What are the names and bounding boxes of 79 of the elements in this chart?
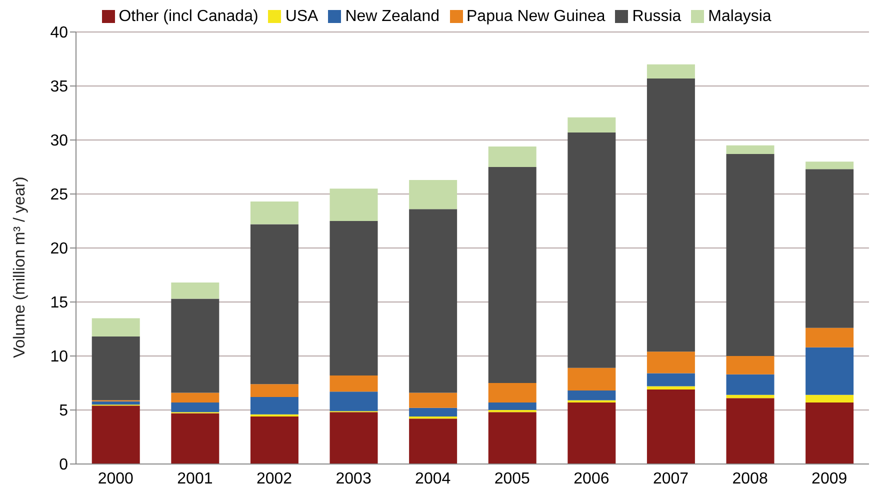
bar	[646, 352, 695, 374]
bar	[171, 392, 220, 402]
bar	[646, 78, 695, 352]
legend-label: Papua New Guinea	[466, 8, 606, 25]
bar	[409, 408, 458, 416]
bar	[568, 132, 616, 368]
bar	[250, 397, 298, 414]
bar	[409, 392, 458, 408]
bar	[726, 145, 774, 154]
bar	[92, 406, 140, 464]
x-tick-label: 2008	[732, 470, 768, 488]
bar	[568, 390, 616, 400]
x-tick-label: 2009	[812, 470, 848, 488]
bar	[250, 416, 298, 464]
bar	[806, 347, 854, 395]
bar	[646, 386, 695, 390]
bar	[409, 209, 458, 393]
bar	[330, 412, 378, 464]
bar	[409, 416, 458, 419]
bar	[171, 298, 220, 393]
y-tick-label: 30	[50, 132, 68, 150]
y-tick-label: 20	[50, 240, 68, 258]
legend-label: Malaysia	[708, 8, 772, 25]
bar	[726, 356, 774, 374]
bar	[646, 373, 695, 386]
legend-label: Other (incl Canada)	[118, 8, 258, 25]
y-tick-label: 25	[50, 186, 68, 204]
x-tick-label: 2006	[574, 470, 610, 488]
bar	[330, 392, 378, 412]
bar	[250, 384, 298, 398]
bar	[488, 167, 536, 383]
x-tick-label: 2000	[98, 470, 134, 488]
bar	[806, 394, 854, 402]
bar	[250, 202, 298, 224]
bar	[330, 188, 378, 221]
bar	[330, 375, 378, 392]
bar	[488, 412, 536, 464]
bar	[330, 221, 378, 376]
bar	[806, 162, 854, 170]
bar	[806, 402, 854, 464]
x-tick-label: 2002	[256, 470, 292, 488]
bar	[726, 154, 774, 356]
bar	[646, 389, 695, 464]
bar	[250, 224, 298, 384]
y-tick-label: 10	[50, 348, 68, 366]
bar	[726, 394, 774, 398]
bar	[806, 328, 854, 348]
bar	[726, 398, 774, 464]
bar	[171, 413, 220, 464]
bar	[171, 282, 220, 299]
bar	[409, 418, 458, 464]
bar	[171, 402, 220, 412]
bar	[409, 180, 458, 210]
bar	[806, 169, 854, 328]
x-tick-label: 2004	[415, 470, 451, 488]
bar	[92, 336, 140, 400]
x-tick-label: 2003	[336, 470, 372, 488]
bar	[488, 146, 536, 167]
y-axis-title: Volume (million m³ / year)	[12, 176, 29, 358]
y-tick-label: 40	[50, 24, 68, 42]
legend-label: New Zealand	[345, 8, 440, 25]
bar	[568, 117, 616, 132]
bar	[92, 318, 140, 337]
x-tick-label: 2001	[177, 470, 213, 488]
legend-label: Russia	[632, 8, 682, 25]
bar	[488, 383, 536, 402]
bar	[726, 374, 774, 395]
legend-label: USA	[285, 8, 318, 25]
y-tick-label: 15	[50, 294, 68, 312]
bar	[92, 401, 140, 405]
bar	[646, 64, 695, 78]
bar	[568, 368, 616, 391]
bar	[488, 402, 536, 410]
y-tick-label: 35	[50, 78, 68, 96]
y-tick-label: 5	[59, 402, 68, 420]
x-tick-label: 2005	[494, 470, 530, 488]
x-tick-label: 2007	[652, 470, 689, 488]
y-tick-label: 0	[59, 456, 68, 474]
bar	[568, 402, 616, 464]
